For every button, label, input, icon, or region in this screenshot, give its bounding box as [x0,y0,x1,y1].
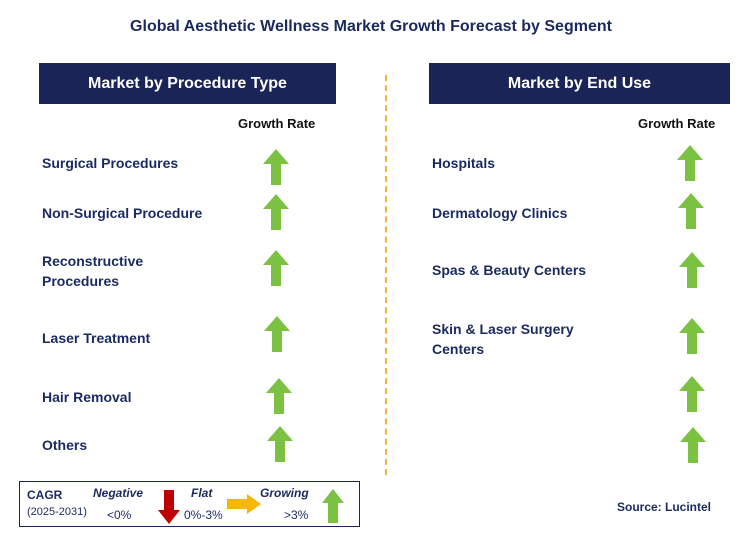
right-item-dermatology: Dermatology Clinics [432,205,568,221]
negative-arrow-icon [158,490,180,524]
left-growing-arrow-icon [263,194,289,230]
left-growing-arrow-icon [263,149,289,185]
chart-title: Global Aesthetic Wellness Market Growth … [130,18,612,35]
legend-negative-range: <0% [107,508,132,522]
legend-growing-range: >3% [284,508,309,522]
left-item-reconstructive: Reconstructive Procedures [42,253,144,289]
left-growing-arrow-icon [267,426,293,462]
right-item-spas: Spas & Beauty Centers [432,262,587,278]
legend-period: (2025-2031) [27,506,87,518]
left-item-non-surgical: Non-Surgical Procedure [42,205,203,221]
right-growing-arrow-icon [680,427,706,463]
right-growing-arrow-icon [679,376,705,412]
legend-flat-label: Flat [191,486,213,500]
right-growing-arrow-icon [677,145,703,181]
legend-cagr-label: CAGR [27,488,63,502]
procedure-type-header: Market by Procedure Type [39,63,336,104]
legend-growing-label: Growing [260,486,309,500]
left-item-surgical: Surgical Procedures [42,155,179,171]
end-use-header: Market by End Use [429,63,730,104]
flat-arrow-icon [227,494,261,514]
panel-divider [385,75,387,475]
right-growing-arrow-icon [678,193,704,229]
source-note: Source: Lucintel [617,500,712,514]
left-growing-arrow-icon [266,378,292,414]
right-growth-rate-label: Growth Rate [638,116,716,131]
left-growing-arrow-icon [264,316,290,352]
legend-flat-range: 0%-3% [184,508,223,522]
growing-arrow-icon [322,489,344,523]
left-item-hair-removal: Hair Removal [42,389,132,405]
legend-box: CAGR (2025-2031) Negative <0% Flat 0%-3%… [19,481,360,527]
right-growing-arrow-icon [679,252,705,288]
right-growing-arrow-icon [679,318,705,354]
right-item-skin-laser: Skin & Laser Surgery Centers [432,321,574,357]
left-item-laser: Laser Treatment [42,330,151,346]
legend-negative-label: Negative [93,486,144,500]
left-growth-rate-label: Growth Rate [238,116,316,131]
left-growing-arrow-icon [263,250,289,286]
right-item-hospitals: Hospitals [432,155,496,171]
left-item-others: Others [42,437,88,453]
